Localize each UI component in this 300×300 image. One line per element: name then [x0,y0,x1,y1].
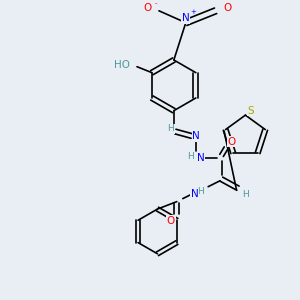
Text: N: N [197,153,205,164]
Text: H: H [167,124,174,133]
Text: O: O [143,3,151,13]
Text: O: O [224,3,232,13]
Text: H: H [242,190,249,199]
Text: +: + [190,9,196,15]
Text: H: H [197,187,204,196]
Text: H: H [187,152,194,161]
Text: N: N [182,13,190,23]
Text: N: N [192,131,200,141]
Text: S: S [248,106,254,116]
Text: O: O [167,216,175,226]
Text: O: O [228,137,236,147]
Text: HO: HO [114,60,130,70]
Text: -: - [155,0,157,6]
Text: N: N [191,189,199,199]
